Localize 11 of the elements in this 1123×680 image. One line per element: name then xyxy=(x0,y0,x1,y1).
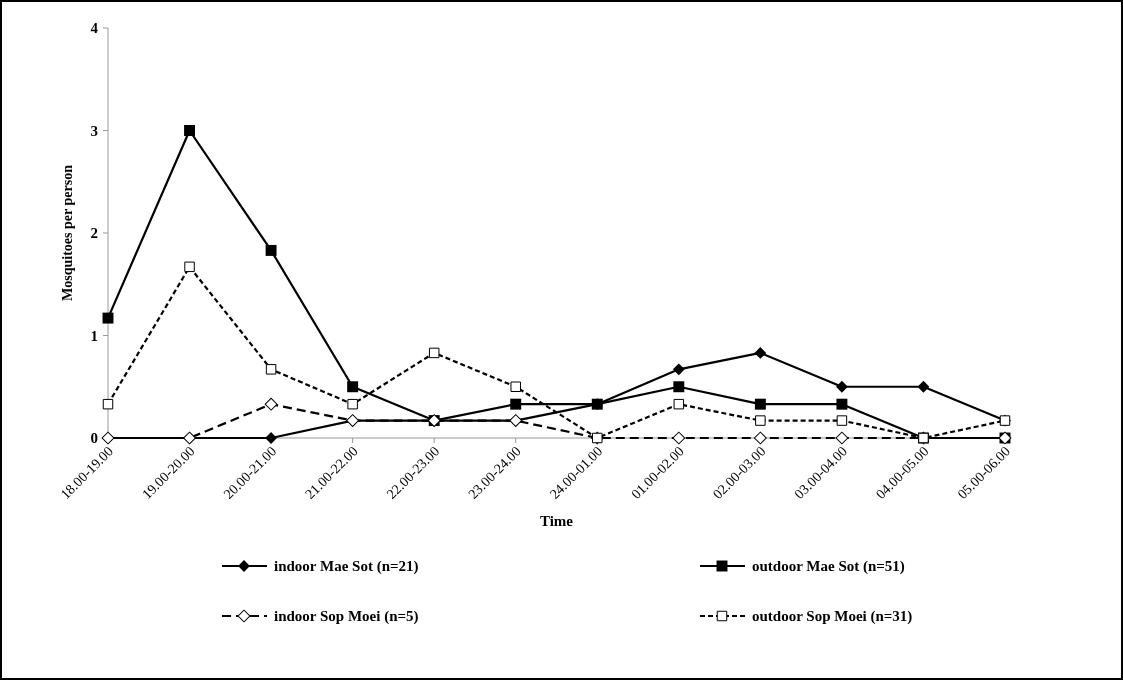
y-tick-label: 2 xyxy=(90,225,98,242)
y-axis-title: Mosquitoes per person xyxy=(60,164,75,301)
y-tick-label: 4 xyxy=(90,20,99,37)
legend-label: outdoor Sop Moei (n=31) xyxy=(752,608,913,626)
legend-label: indoor Sop Moei (n=5) xyxy=(274,608,419,626)
legend-label: outdoor Mae Sot (n=51) xyxy=(752,558,905,576)
legend-label: indoor Mae Sot (n=21) xyxy=(274,558,419,576)
y-tick-label: 3 xyxy=(90,122,98,139)
y-tick-label: 1 xyxy=(90,327,98,344)
y-tick-label: 0 xyxy=(90,430,98,447)
x-axis-title: Time xyxy=(539,513,574,529)
